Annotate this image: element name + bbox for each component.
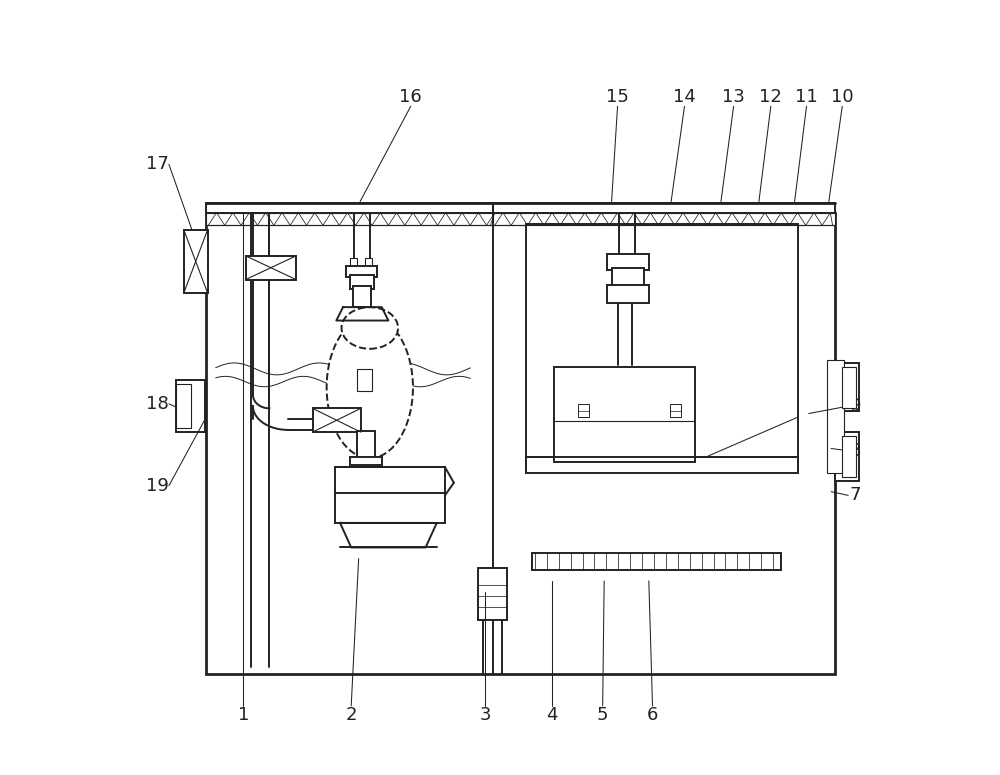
Bar bbox=[206, 212, 493, 226]
Bar bbox=[346, 267, 377, 277]
Bar bbox=[842, 367, 856, 408]
Bar bbox=[335, 467, 445, 495]
Text: 8: 8 bbox=[850, 442, 861, 460]
Bar bbox=[835, 363, 859, 412]
Text: 2: 2 bbox=[345, 706, 357, 724]
Text: 6: 6 bbox=[647, 706, 658, 724]
Bar bbox=[353, 286, 371, 307]
Bar bbox=[835, 432, 859, 480]
Bar bbox=[313, 408, 361, 432]
Text: 5: 5 bbox=[597, 706, 608, 724]
Text: 18: 18 bbox=[146, 395, 169, 413]
Bar bbox=[526, 224, 798, 470]
Text: 17: 17 bbox=[146, 155, 169, 174]
Bar bbox=[532, 553, 781, 570]
Text: 1: 1 bbox=[238, 706, 249, 724]
Bar bbox=[526, 456, 798, 473]
Bar bbox=[478, 567, 507, 620]
Ellipse shape bbox=[327, 317, 413, 458]
Text: 12: 12 bbox=[759, 88, 782, 106]
Text: 13: 13 bbox=[722, 88, 745, 106]
Text: 11: 11 bbox=[795, 88, 818, 106]
Bar bbox=[350, 457, 382, 465]
Text: 10: 10 bbox=[831, 88, 854, 106]
Bar bbox=[554, 367, 695, 462]
Bar bbox=[493, 212, 835, 226]
Text: 9: 9 bbox=[850, 397, 861, 415]
Bar bbox=[607, 285, 649, 303]
Text: 14: 14 bbox=[673, 88, 696, 106]
Bar bbox=[670, 404, 681, 417]
Text: 4: 4 bbox=[546, 706, 558, 724]
Bar bbox=[184, 229, 208, 293]
Text: 16: 16 bbox=[399, 88, 422, 106]
Bar bbox=[206, 203, 493, 212]
Bar bbox=[350, 275, 374, 288]
Bar bbox=[350, 258, 357, 268]
Bar bbox=[335, 493, 445, 523]
Polygon shape bbox=[336, 307, 388, 321]
Bar bbox=[842, 436, 856, 477]
Bar bbox=[365, 258, 372, 268]
Bar bbox=[357, 431, 375, 462]
Bar bbox=[612, 268, 644, 286]
Bar bbox=[176, 380, 205, 432]
Bar bbox=[246, 256, 296, 280]
Bar bbox=[176, 384, 191, 429]
Polygon shape bbox=[340, 523, 437, 547]
Ellipse shape bbox=[342, 307, 398, 349]
Bar bbox=[827, 360, 844, 473]
Bar bbox=[357, 369, 372, 391]
Text: 19: 19 bbox=[146, 477, 169, 494]
Text: 7: 7 bbox=[850, 487, 861, 505]
Bar bbox=[578, 404, 589, 417]
Bar bbox=[206, 212, 835, 674]
Bar bbox=[607, 253, 649, 270]
Bar bbox=[493, 203, 835, 212]
Text: 15: 15 bbox=[606, 88, 629, 106]
Text: 3: 3 bbox=[479, 706, 491, 724]
